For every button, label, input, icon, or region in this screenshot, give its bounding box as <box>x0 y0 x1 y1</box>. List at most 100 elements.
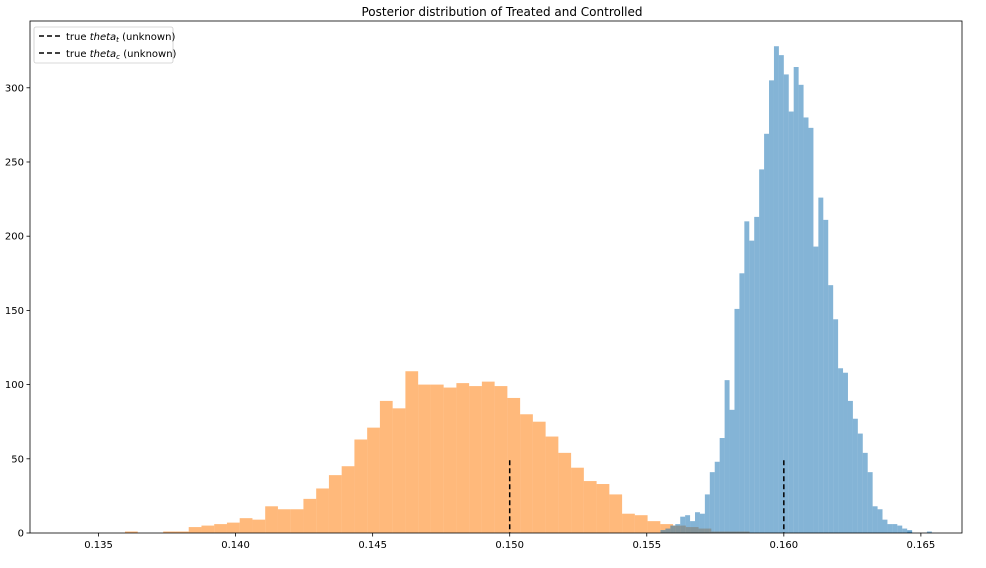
x-tick-label: 0.145 <box>358 540 387 551</box>
series-b-bar-37 <box>583 481 597 533</box>
series-a-bar-1 <box>665 528 671 533</box>
series-a-bar-44 <box>877 509 883 533</box>
series-b-bar-6 <box>188 527 202 533</box>
series-a-bar-19 <box>754 216 760 534</box>
series-a-bar-41 <box>862 452 868 533</box>
y-tick-label: 250 <box>5 157 24 168</box>
series-a-bar-27 <box>793 67 799 533</box>
series-a-bar-17 <box>744 221 750 533</box>
x-tick-label: 0.150 <box>495 540 524 551</box>
series-b-bar-4 <box>163 531 176 533</box>
series-b-bar-40 <box>622 513 635 533</box>
series-a-bar-6 <box>690 521 696 533</box>
y-tick-label: 50 <box>11 454 24 465</box>
series-a-bar-14 <box>729 409 735 533</box>
series-a-bar-12 <box>719 438 725 533</box>
series-a-bar-16 <box>739 273 745 533</box>
series-a-bar-31 <box>813 246 819 533</box>
series-a-bar-9 <box>704 494 710 533</box>
series-b-bar-22 <box>392 408 406 533</box>
chart-title: Posterior distribution of Treated and Co… <box>361 5 642 19</box>
series-b-bar-5 <box>175 531 189 533</box>
series-a-bar-13 <box>724 380 730 533</box>
series-b-bar-15 <box>303 498 317 533</box>
x-tick-label: 0.155 <box>632 540 661 551</box>
series-a-bar-42 <box>867 472 873 533</box>
series-a-bar-47 <box>892 524 898 533</box>
series-a-bar-32 <box>818 197 824 533</box>
series-b-bar-24 <box>418 384 431 533</box>
series-b-bar-10 <box>239 518 253 533</box>
series-a-bar-20 <box>759 169 765 533</box>
x-tick-label: 0.160 <box>770 540 799 551</box>
series-a-bar-38 <box>847 400 853 533</box>
series-b-bar-23 <box>405 371 419 533</box>
series-b-bar-27 <box>456 383 470 533</box>
series-a-bar-0 <box>660 530 666 533</box>
series-a-bar-11 <box>714 461 720 533</box>
y-tick-label: 150 <box>5 306 24 317</box>
series-a-bar-30 <box>808 127 814 533</box>
y-tick-label: 300 <box>5 83 24 94</box>
series-a-bar-22 <box>769 80 774 534</box>
series-a-bar-46 <box>887 524 893 533</box>
series-a-bar-40 <box>857 433 863 533</box>
series-b-bar-9 <box>226 522 240 533</box>
series-b-bar-41 <box>634 515 648 533</box>
series-a-bar-29 <box>803 117 809 533</box>
series-b-bar-35 <box>558 452 572 533</box>
series-b-bar-33 <box>532 421 546 533</box>
series-b-bar-32 <box>520 414 533 533</box>
series-a-bar-35 <box>833 319 839 533</box>
series-a-bar-54 <box>926 531 932 533</box>
x-tick-label: 0.135 <box>84 540 113 551</box>
series-a-bar-25 <box>783 74 789 533</box>
series-b-bar-11 <box>252 519 266 533</box>
series-a-bar-8 <box>699 513 705 533</box>
series-a-bar-10 <box>709 472 715 533</box>
series-b-bar-8 <box>214 524 227 533</box>
legend-label-theta-t: true thetat (unknown) <box>66 32 175 44</box>
series-a-bar-5 <box>685 515 691 533</box>
series-b-bar-25 <box>430 384 444 533</box>
series-a-bar-15 <box>734 308 740 533</box>
series-a-bar-3 <box>675 524 681 533</box>
series-a-bar-26 <box>788 111 794 534</box>
series-b-bar-31 <box>507 397 521 533</box>
series-b-bar-18 <box>341 466 355 533</box>
series-b-bar-36 <box>571 467 584 533</box>
series-a-bar-197 <box>907 530 913 533</box>
legend-label-theta-c: true thetac (unknown) <box>66 49 177 61</box>
series-a-bar-23 <box>773 46 779 534</box>
y-tick-label: 100 <box>5 380 24 391</box>
series-b-bar-7 <box>201 525 215 533</box>
x-axis: 0.135 0.140 0.145 0.150 0.155 0.160 0.165 <box>84 533 935 551</box>
series-b-bars <box>124 371 750 533</box>
x-tick-label: 0.140 <box>221 540 250 551</box>
series-a-bar-2 <box>670 525 676 533</box>
series-a-bar-4 <box>680 516 686 533</box>
series-a-bar-43 <box>872 506 878 533</box>
series-a-bar-39 <box>852 418 858 533</box>
series-a-bar-21 <box>764 133 770 534</box>
series-b-bar-42 <box>647 521 661 533</box>
series-a-bars <box>660 46 932 534</box>
series-b-bar-39 <box>609 494 623 533</box>
series-a-bar-45 <box>882 519 888 533</box>
series-b-bar-14 <box>290 509 304 533</box>
series-b-bar-38 <box>596 484 610 533</box>
series-b-bar-28 <box>469 386 482 533</box>
series-a-bar-24 <box>778 55 784 534</box>
series-b-bar-20 <box>367 427 380 533</box>
x-tick-label: 0.165 <box>907 540 936 551</box>
series-a-bar-37 <box>843 372 848 533</box>
series-b-bar-30 <box>494 386 508 533</box>
series-b-bar-26 <box>443 387 457 533</box>
series-b-bar-17 <box>328 475 342 533</box>
plot-frame <box>29 20 963 534</box>
series-b-bar-12 <box>265 506 278 533</box>
true-value-lines <box>508 460 785 533</box>
series-a-bar-18 <box>749 240 755 534</box>
